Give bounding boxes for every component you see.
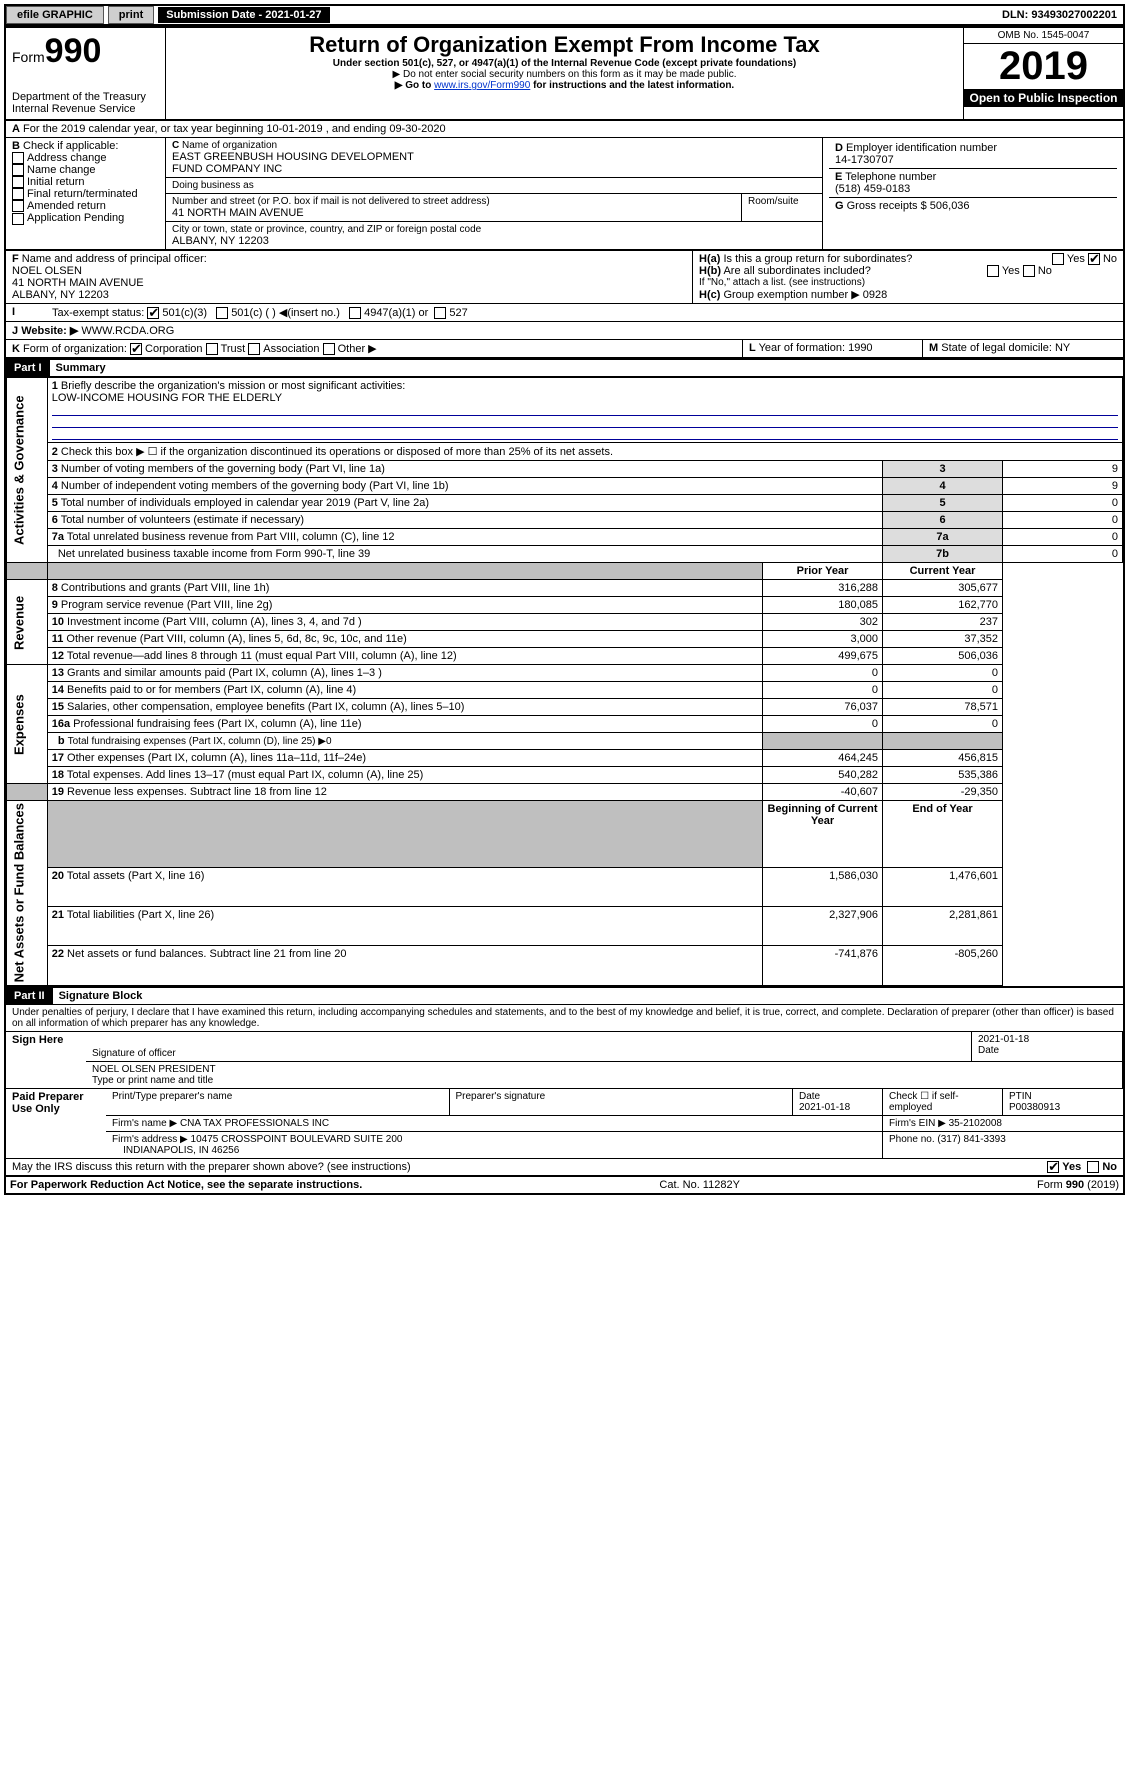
group-exemption: 0928	[863, 289, 887, 301]
checkbox-name[interactable]	[12, 164, 24, 176]
sign-here: Sign Here	[6, 1032, 86, 1088]
website: WWW.RCDA.ORG	[81, 325, 174, 337]
ha-no[interactable]	[1088, 253, 1100, 265]
room-suite: Room/suite	[742, 194, 822, 221]
hb-no[interactable]	[1023, 265, 1035, 277]
submission-label: Submission Date - 2021-01-27	[158, 7, 329, 23]
part2-title: Signature Block	[53, 988, 149, 1004]
top-bar: efile GRAPHIC print Submission Date - 20…	[4, 4, 1125, 26]
checkbox-initial[interactable]	[12, 176, 24, 188]
section-b: B Check if applicable: Address change Na…	[6, 138, 166, 249]
section-m: M State of legal domicile: NY	[923, 340, 1123, 357]
tax-year: 2019	[964, 44, 1123, 89]
cb-501c3[interactable]	[147, 307, 159, 319]
form-footer: Form 990 (2019)	[1037, 1179, 1119, 1191]
section-f: F Name and address of principal officer:…	[6, 251, 693, 303]
street-address: 41 NORTH MAIN AVENUE	[172, 207, 735, 219]
org-name2: FUND COMPANY INC	[172, 163, 816, 175]
ein: 14-1730707	[835, 154, 894, 166]
paid-preparer-label: Paid Preparer Use Only	[6, 1089, 106, 1158]
firm-ein: 35-2102008	[949, 1118, 1002, 1129]
cb-other[interactable]	[323, 343, 335, 355]
print-button[interactable]: print	[108, 6, 154, 24]
instructions-link[interactable]: www.irs.gov/Form990	[434, 80, 530, 91]
perjury-text: Under penalties of perjury, I declare th…	[6, 1005, 1123, 1032]
part2-bar: Part II	[6, 988, 53, 1004]
note2: ▶ Go to www.irs.gov/Form990 for instruct…	[172, 80, 957, 91]
form-body: Form990 Department of the Treasury Inter…	[4, 26, 1125, 1195]
dba-label: Doing business as	[166, 178, 822, 194]
gross-receipts: 506,036	[930, 200, 970, 212]
side-exp: Expenses	[7, 665, 48, 784]
summary-table: Activities & Governance 1 Briefly descri…	[6, 377, 1123, 985]
section-c: C Name of organization EAST GREENBUSH HO…	[166, 138, 823, 249]
cb-527[interactable]	[434, 307, 446, 319]
section-h: H(a) Is this a group return for subordin…	[693, 251, 1123, 303]
mission: LOW-INCOME HOUSING FOR THE ELDERLY	[52, 392, 282, 404]
open-inspection: Open to Public Inspection	[964, 89, 1123, 107]
officer-name: NOEL OLSEN PRESIDENT	[92, 1064, 1116, 1075]
cb-corp[interactable]	[130, 343, 142, 355]
discuss-line: May the IRS discuss this return with the…	[6, 1159, 1123, 1176]
cat-no: Cat. No. 11282Y	[659, 1179, 740, 1191]
section-d-e-g: D Employer identification number 14-1730…	[823, 138, 1123, 249]
firm-name: CNA TAX PROFESSIONALS INC	[180, 1118, 329, 1129]
phone: (518) 459-0183	[835, 183, 910, 195]
org-name1: EAST GREENBUSH HOUSING DEVELOPMENT	[172, 151, 816, 163]
checkbox-pending[interactable]	[12, 213, 24, 225]
discuss-yes[interactable]	[1047, 1161, 1059, 1173]
city-state-zip: ALBANY, NY 12203	[172, 235, 816, 247]
period-line: A For the 2019 calendar year, or tax yea…	[6, 121, 1123, 138]
firm-phone: (317) 841-3393	[937, 1134, 1005, 1145]
discuss-no[interactable]	[1087, 1161, 1099, 1173]
side-rev: Revenue	[7, 580, 48, 665]
dln: DLN: 93493027002201	[996, 7, 1123, 23]
side-gov: Activities & Governance	[7, 378, 48, 563]
note1: ▶ Do not enter social security numbers o…	[172, 69, 957, 80]
omb: OMB No. 1545-0047	[964, 28, 1123, 44]
section-i: I Tax-exempt status: 501(c)(3) 501(c) ( …	[6, 304, 1123, 322]
pra-notice: For Paperwork Reduction Act Notice, see …	[10, 1179, 362, 1191]
part1-title: Summary	[50, 360, 112, 376]
section-j: J Website: ▶ WWW.RCDA.ORG	[6, 322, 1123, 340]
cb-assoc[interactable]	[248, 343, 260, 355]
dept: Department of the Treasury	[12, 91, 159, 103]
hb-yes[interactable]	[987, 265, 999, 277]
checkbox-amended[interactable]	[12, 200, 24, 212]
form-title: Return of Organization Exempt From Incom…	[172, 32, 957, 58]
form-number: Form990	[12, 32, 159, 71]
part1-bar: Part I	[6, 360, 50, 376]
checkbox-final[interactable]	[12, 188, 24, 200]
sig-date: 2021-01-18	[978, 1034, 1116, 1045]
irs: Internal Revenue Service	[12, 103, 159, 115]
ptin: P00380913	[1009, 1102, 1060, 1113]
subtitle: Under section 501(c), 527, or 4947(a)(1)…	[172, 58, 957, 69]
section-k: K Form of organization: Corporation Trus…	[6, 340, 743, 357]
efile-button[interactable]: efile GRAPHIC	[6, 6, 104, 24]
side-net: Net Assets or Fund Balances	[7, 801, 48, 985]
cb-501c[interactable]	[216, 307, 228, 319]
cb-trust[interactable]	[206, 343, 218, 355]
ha-yes[interactable]	[1052, 253, 1064, 265]
section-l: L Year of formation: 1990	[743, 340, 923, 357]
cb-4947[interactable]	[349, 307, 361, 319]
checkbox-address[interactable]	[12, 152, 24, 164]
